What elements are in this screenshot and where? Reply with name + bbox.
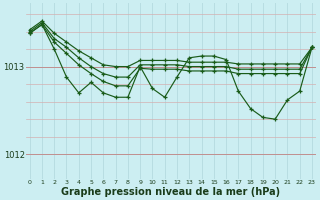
X-axis label: Graphe pression niveau de la mer (hPa): Graphe pression niveau de la mer (hPa) (61, 187, 280, 197)
